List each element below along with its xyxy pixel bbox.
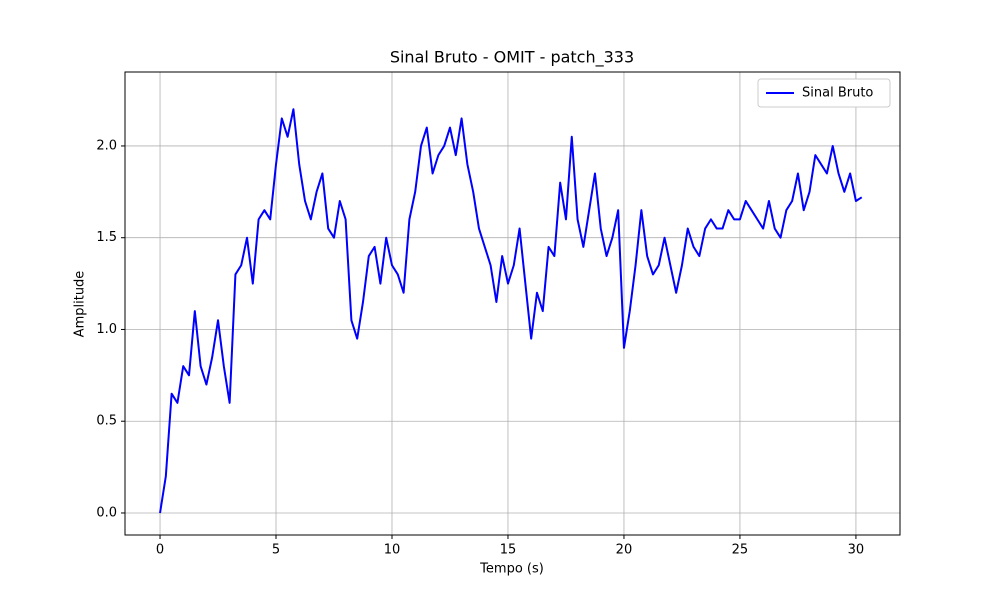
x-tick-label: 25 xyxy=(732,543,749,558)
chart-title: Sinal Bruto - OMIT - patch_333 xyxy=(390,48,634,68)
legend-label: Sinal Bruto xyxy=(802,86,873,101)
legend-box xyxy=(757,78,891,108)
y-tick-label: 1.5 xyxy=(96,230,117,245)
y-tick-label: 0.0 xyxy=(96,505,117,520)
y-tick-label: 2.0 xyxy=(96,138,117,153)
data-line xyxy=(159,108,863,514)
x-tick-label: 15 xyxy=(500,543,517,558)
y-tick-label: 1.0 xyxy=(96,322,117,337)
x-axis-label: Tempo (s) xyxy=(479,562,544,577)
y-tick-label: 0.5 xyxy=(96,414,117,429)
x-tick-label: 20 xyxy=(616,543,633,558)
x-tick-label: 30 xyxy=(848,543,865,558)
x-tick-label: 5 xyxy=(272,543,280,558)
axes-frame xyxy=(124,71,901,536)
x-tick-label: 0 xyxy=(156,543,164,558)
y-axis-label: Amplitude xyxy=(73,271,88,338)
x-tick-label: 10 xyxy=(384,543,401,558)
